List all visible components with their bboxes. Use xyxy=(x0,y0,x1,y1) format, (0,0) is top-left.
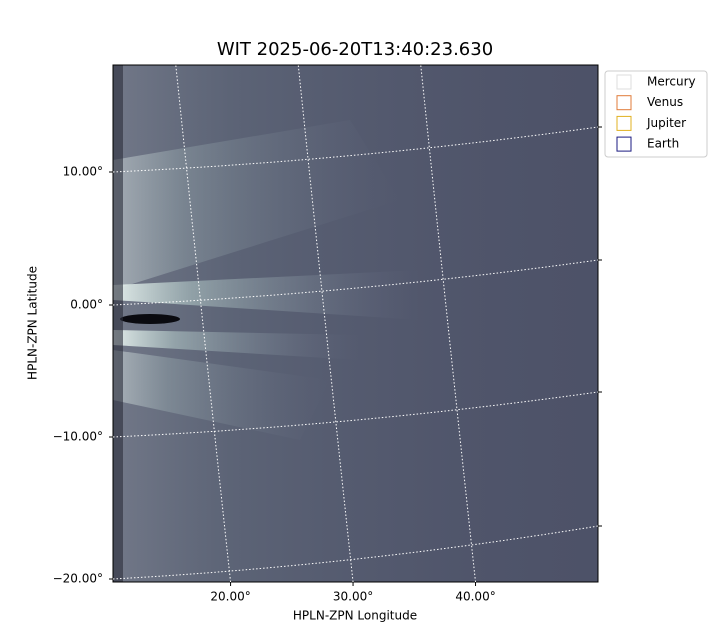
image xyxy=(113,65,598,582)
x-axis-label: HPLN-ZPN Longitude xyxy=(293,609,417,623)
legend-swatch xyxy=(616,95,632,111)
y-axis-label: HPLN-ZPN Latitude xyxy=(26,266,40,380)
y-tick-label: 10.00° xyxy=(63,165,103,179)
grid-line xyxy=(112,391,599,438)
x-tick-label: 40.00° xyxy=(455,590,495,604)
legend-entries: Mercury Venus Jupiter Earth xyxy=(616,74,696,152)
y-tick-label: −20.00° xyxy=(53,572,103,586)
chart-title: WIT 2025-06-20T13:40:23.630 xyxy=(217,39,493,60)
grid-line xyxy=(112,525,599,580)
legend-swatch xyxy=(616,115,632,131)
image-frame xyxy=(112,64,599,583)
grid xyxy=(112,62,599,583)
legend-label: Mercury xyxy=(647,75,696,89)
grid-line xyxy=(112,126,599,173)
x-tick-label: 20.00° xyxy=(210,590,250,604)
legend-label: Jupiter xyxy=(646,116,686,130)
legend xyxy=(604,70,708,158)
legend-label: Earth xyxy=(647,137,679,151)
grid-line xyxy=(112,259,599,306)
legend-label: Venus xyxy=(647,95,683,109)
legend-swatch xyxy=(616,74,632,90)
x-tick-label: 30.00° xyxy=(333,590,373,604)
y-tick-label: −10.00° xyxy=(53,430,103,444)
y-tick-label: 0.00° xyxy=(70,298,103,312)
legend-swatch xyxy=(616,136,632,152)
